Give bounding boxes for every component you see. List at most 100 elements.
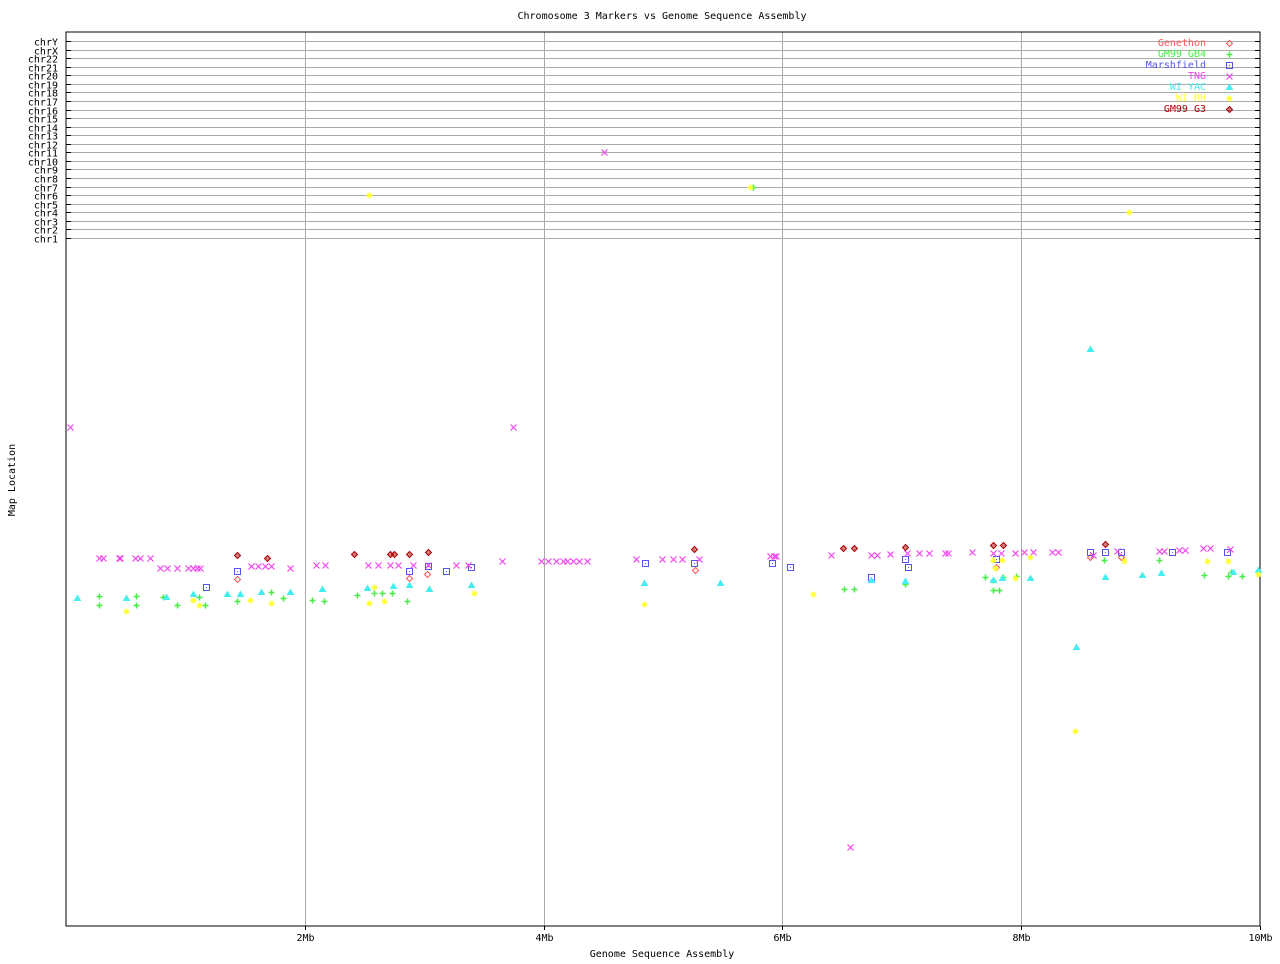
point-gm99-g3 — [839, 544, 848, 553]
point-tng — [1055, 549, 1062, 556]
point-wi-rh-chr4 — [1126, 209, 1133, 216]
point-gm99-g3 — [424, 548, 433, 557]
legend-marker-genethon — [1225, 39, 1234, 48]
point-genethon — [423, 570, 432, 579]
point-gm99-gb4 — [851, 586, 858, 593]
point-tng — [375, 562, 382, 569]
tick-label-chr17: chr17 — [28, 98, 58, 109]
legend-marker-wi-yac — [1225, 83, 1234, 90]
point-tng — [387, 562, 394, 569]
point-tng — [425, 562, 432, 569]
point-wi-rh — [196, 602, 203, 609]
point-tng — [1207, 545, 1214, 552]
point-wi-yac — [286, 588, 295, 595]
point-tng — [137, 555, 144, 562]
point-tng — [453, 562, 460, 569]
point-tng — [1049, 549, 1056, 556]
point-tng — [1114, 548, 1121, 555]
legend-marker-marshfield — [1226, 62, 1233, 69]
point-wi-yac — [73, 594, 82, 601]
legend-marker-gm99-gb4 — [1226, 51, 1233, 58]
point-tng — [174, 565, 181, 572]
point-tng — [262, 563, 269, 570]
grid — [66, 32, 1260, 926]
x-tick-label: 4Mb — [535, 933, 553, 944]
y-axis-label: Map Location — [7, 444, 18, 516]
point-tng — [945, 550, 952, 557]
point-tng — [1182, 547, 1189, 554]
point-gm99-gb4 — [1239, 573, 1246, 580]
chart-title: Chromosome 3 Markers vs Genome Sequence … — [518, 11, 807, 22]
point-gm99-g3 — [390, 550, 399, 559]
point-wi-rh — [641, 601, 648, 608]
point-gm99-gb4 — [1156, 557, 1163, 564]
point-tng — [313, 562, 320, 569]
point-tng — [679, 556, 686, 563]
point-tng — [132, 555, 139, 562]
point-marshfield — [787, 564, 794, 571]
point-wi-yac — [257, 588, 266, 595]
point-marshfield — [902, 556, 909, 563]
point-tng — [904, 550, 911, 557]
point-gm99-gb4 — [996, 587, 1003, 594]
point-tng — [670, 556, 677, 563]
point-gm99-gb4 — [321, 598, 328, 605]
point-tng — [67, 424, 74, 431]
point-wi-rh — [1012, 575, 1019, 582]
point-tng — [395, 562, 402, 569]
point-marshfield — [468, 564, 475, 571]
point-tng — [969, 549, 976, 556]
point-tng — [268, 563, 275, 570]
point-gm99-g3 — [1101, 540, 1110, 549]
point-tng — [771, 553, 778, 560]
point-wi-yac — [640, 579, 649, 586]
point-tng — [942, 550, 949, 557]
tick-label-chr12: chr12 — [28, 141, 58, 152]
point-wi-rh — [371, 584, 378, 591]
legend-marker-wi-rh — [1226, 95, 1233, 102]
point-genethon — [992, 563, 1001, 572]
point-marshfield — [443, 568, 450, 575]
point-wi-yac — [867, 576, 876, 583]
point-gm99-g3 — [263, 554, 272, 563]
point-gm99-gb4 — [404, 598, 411, 605]
point-tng — [828, 552, 835, 559]
legend-label-wi-rh: WI RH — [1176, 93, 1206, 104]
point-marshfield — [905, 564, 912, 571]
point-tng — [248, 563, 255, 570]
legend-label-wi-yac: WI YAC — [1170, 82, 1206, 93]
point-wi-yac — [998, 574, 1007, 581]
point-wi-yac — [162, 593, 171, 600]
point-tng — [538, 558, 545, 565]
tick-label-chr19: chr19 — [28, 81, 58, 92]
y-axis-chromosome-labels: chr1chr2chr3chr4chr5chr6chr7chr8chr9chr1… — [28, 38, 1260, 246]
point-wi-rh-chr7 — [747, 184, 754, 191]
x-tick-label: 6Mb — [773, 933, 791, 944]
point-genethon — [233, 575, 242, 584]
point-tng — [916, 550, 923, 557]
point-gm99-g3 — [405, 550, 414, 559]
point-tng — [874, 552, 881, 559]
point-tng — [197, 565, 204, 572]
tick-label-chrX: chrX — [34, 47, 58, 58]
point-gm99-gb4 — [196, 594, 203, 601]
point-wi-yac — [1157, 569, 1166, 576]
point-tng — [553, 558, 560, 565]
point-tng — [847, 844, 854, 851]
point-gm99-g3 — [989, 541, 998, 550]
tick-label-chr2: chr2 — [34, 226, 58, 237]
point-wi-rh — [992, 565, 999, 572]
point-gm99-gb4 — [309, 597, 316, 604]
plot-frame — [65, 31, 1261, 927]
series-tng — [67, 149, 1234, 851]
point-tng — [365, 562, 372, 569]
point-tng — [185, 565, 192, 572]
series-wi-yac — [73, 345, 1263, 650]
point-gm99-gb4 — [133, 602, 140, 609]
point-tng — [147, 555, 154, 562]
point-tng — [510, 424, 517, 431]
legend-label-tng: TNG — [1188, 71, 1206, 82]
point-tng — [633, 556, 640, 563]
point-gm99-g3 — [233, 551, 242, 560]
